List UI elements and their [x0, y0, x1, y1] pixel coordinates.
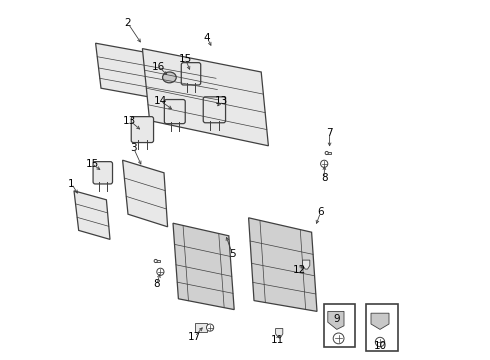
FancyBboxPatch shape	[164, 100, 185, 124]
Text: 2: 2	[124, 18, 131, 28]
Bar	[366, 304, 398, 351]
Text: 9: 9	[334, 314, 340, 324]
Polygon shape	[143, 49, 269, 146]
Text: 1: 1	[68, 179, 75, 189]
Circle shape	[325, 152, 328, 154]
Polygon shape	[173, 223, 234, 310]
Text: 4: 4	[204, 33, 211, 43]
Text: 15: 15	[85, 159, 98, 169]
Text: 14: 14	[154, 96, 167, 106]
Text: 8: 8	[321, 173, 327, 183]
Text: 15: 15	[179, 54, 192, 64]
Text: 10: 10	[373, 341, 387, 351]
Text: 17: 17	[188, 332, 201, 342]
Text: 3: 3	[130, 143, 137, 153]
FancyBboxPatch shape	[131, 117, 153, 143]
FancyBboxPatch shape	[93, 162, 113, 184]
Text: 8: 8	[153, 279, 160, 289]
Polygon shape	[195, 323, 207, 332]
Circle shape	[375, 337, 385, 347]
Circle shape	[206, 324, 214, 331]
Polygon shape	[155, 260, 160, 262]
Polygon shape	[122, 160, 168, 227]
Polygon shape	[371, 313, 389, 329]
Text: 12: 12	[293, 265, 306, 275]
Polygon shape	[326, 152, 331, 154]
Text: 11: 11	[271, 335, 284, 345]
FancyBboxPatch shape	[203, 97, 225, 123]
Circle shape	[320, 160, 328, 167]
Polygon shape	[96, 43, 220, 110]
Text: 6: 6	[318, 207, 324, 217]
Polygon shape	[328, 311, 344, 329]
Polygon shape	[275, 328, 283, 338]
Polygon shape	[74, 191, 110, 239]
Text: 5: 5	[229, 249, 236, 259]
Text: 13: 13	[123, 116, 136, 126]
Bar	[324, 304, 355, 347]
Polygon shape	[303, 260, 310, 269]
FancyBboxPatch shape	[181, 63, 201, 85]
Text: 16: 16	[152, 62, 165, 72]
Ellipse shape	[163, 72, 176, 83]
Text: 13: 13	[215, 96, 228, 106]
Circle shape	[333, 333, 344, 344]
Circle shape	[157, 268, 164, 275]
Polygon shape	[248, 218, 317, 311]
Text: 7: 7	[326, 128, 333, 138]
Circle shape	[154, 260, 157, 262]
